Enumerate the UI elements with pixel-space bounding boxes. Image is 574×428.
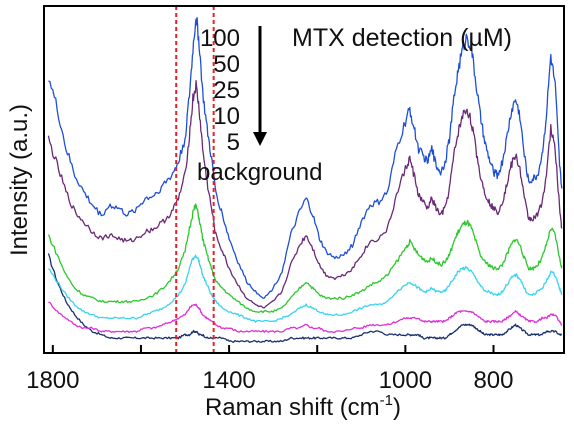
- reference-lines: [175, 6, 215, 353]
- series-line-5: [48, 301, 563, 333]
- y-axis-label: Intensity (a.u.): [6, 104, 33, 256]
- legend-entry-background: background: [197, 159, 322, 186]
- plot-frame: [43, 5, 565, 354]
- x-tick-label: 1400: [202, 367, 255, 394]
- series-line-10: [48, 254, 563, 323]
- plot-area: 1800 1400 1000 800: [26, 5, 565, 394]
- legend-entry-50: 50: [213, 51, 240, 78]
- x-tick-label: 800: [473, 367, 513, 394]
- chart-title: MTX detection (µM): [292, 24, 512, 52]
- x-tick-label: 1800: [26, 367, 79, 394]
- legend-entry-100: 100: [200, 25, 240, 52]
- series-layer: [47, 17, 563, 344]
- x-axis-label-close: ): [393, 394, 401, 421]
- legend-entry-10: 10: [213, 103, 240, 130]
- x-axis-label-superscript: -1: [380, 392, 393, 409]
- x-ticks: 1800 1400 1000 800: [26, 345, 514, 394]
- x-axis-label: Raman shift (cm-1): [205, 392, 401, 421]
- arrow-head-icon: [253, 132, 267, 146]
- legend-entry-5: 5: [227, 129, 240, 156]
- series-line-25: [47, 203, 563, 314]
- legend-entry-25: 25: [213, 77, 240, 104]
- series-line-50: [47, 80, 563, 309]
- series-line-background: [47, 253, 563, 344]
- series-line-100: [48, 17, 563, 299]
- x-tick-label: 1000: [379, 367, 432, 394]
